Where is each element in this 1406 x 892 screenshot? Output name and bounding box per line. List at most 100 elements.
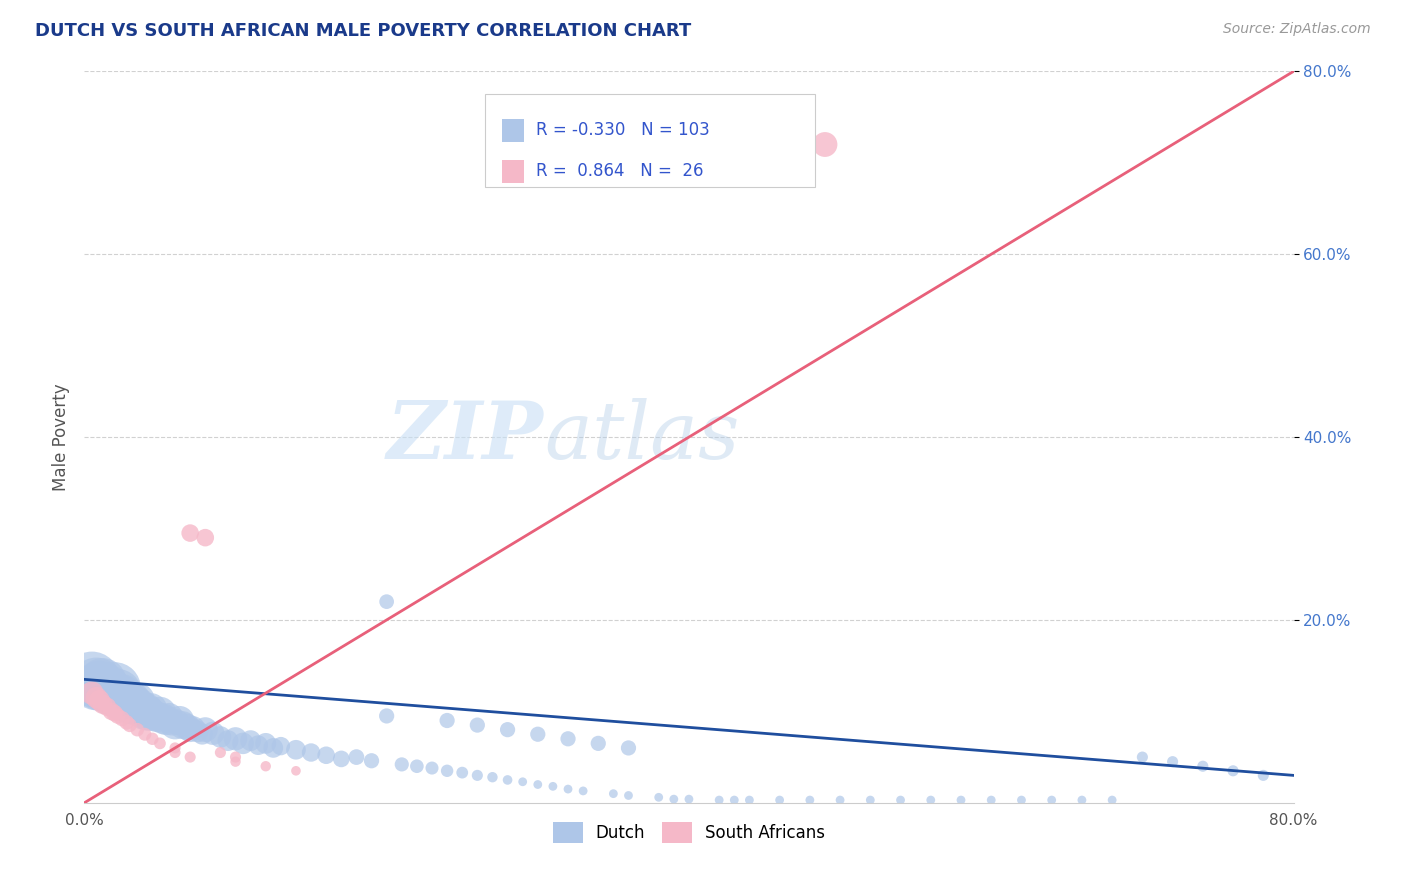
Point (131, 701, 153, 715)
Point (890, 793, 912, 807)
Point (89, 693, 111, 707)
Point (194, 531, 217, 545)
Point (80, 686, 103, 700)
Point (157, 710, 180, 724)
Point (225, 750, 247, 764)
Point (179, 526, 201, 541)
Point (1130, 750, 1153, 764)
Point (194, 723, 217, 737)
Point (247, 738, 270, 752)
Point (115, 715, 138, 730)
Point (1161, 755, 1184, 769)
Point (101, 688, 124, 702)
Point (165, 746, 187, 760)
Point (104, 706, 127, 721)
Point (239, 733, 262, 747)
Point (86, 677, 108, 691)
Point (209, 730, 232, 744)
Point (678, 792, 700, 806)
Point (496, 723, 519, 737)
Point (980, 793, 1002, 807)
Point (96, 699, 118, 714)
Point (179, 750, 201, 764)
Point (89, 679, 111, 693)
Point (1040, 793, 1063, 807)
Point (572, 784, 595, 798)
Point (648, 790, 671, 805)
Text: R =  0.864   N =  26: R = 0.864 N = 26 (536, 162, 703, 180)
Point (118, 695, 141, 709)
Point (127, 723, 149, 737)
Point (420, 761, 443, 775)
Point (527, 727, 550, 741)
Point (128, 698, 150, 712)
Point (467, 768, 489, 782)
Point (262, 740, 284, 755)
Legend: Dutch, South Africans: Dutch, South Africans (546, 815, 832, 849)
Point (709, 793, 731, 807)
Point (1253, 768, 1275, 782)
Point (285, 764, 308, 778)
Point (97, 686, 120, 700)
Point (225, 755, 247, 769)
Point (134, 727, 156, 741)
Point (588, 736, 610, 750)
Point (187, 724, 209, 739)
Point (799, 793, 821, 807)
Point (118, 718, 141, 732)
Point (169, 714, 191, 728)
Point (436, 764, 458, 778)
Text: Source: ZipAtlas.com: Source: ZipAtlas.com (1223, 22, 1371, 37)
Point (738, 793, 761, 807)
Point (181, 721, 204, 735)
Point (127, 693, 149, 707)
Point (346, 750, 368, 764)
Point (172, 718, 194, 732)
Point (149, 706, 172, 721)
Point (107, 686, 129, 700)
Point (115, 691, 138, 706)
Point (662, 792, 685, 806)
Point (330, 752, 353, 766)
Point (125, 699, 148, 714)
Point (93, 681, 115, 696)
Point (160, 715, 183, 730)
Point (112, 693, 135, 707)
Point (80, 673, 103, 687)
Text: R = -0.330   N = 103: R = -0.330 N = 103 (536, 121, 710, 139)
Point (270, 739, 292, 753)
Point (121, 697, 143, 711)
Point (512, 774, 534, 789)
Point (149, 736, 172, 750)
Point (139, 702, 162, 716)
Point (920, 793, 942, 807)
Point (315, 748, 337, 763)
Point (165, 740, 187, 755)
Point (100, 705, 122, 719)
Point (617, 789, 640, 803)
Point (1101, 793, 1123, 807)
Y-axis label: Male Poverty: Male Poverty (52, 384, 70, 491)
Point (176, 720, 198, 734)
Point (96, 680, 118, 694)
Point (141, 708, 163, 723)
Point (225, 731, 247, 746)
Text: atlas: atlas (544, 399, 740, 475)
Point (830, 793, 852, 807)
Point (541, 780, 564, 794)
Point (165, 717, 187, 731)
Point (100, 684, 122, 698)
Point (950, 793, 973, 807)
Point (91, 675, 114, 690)
Point (146, 710, 169, 724)
Point (134, 705, 156, 719)
Point (602, 787, 624, 801)
Point (111, 688, 134, 702)
Point (1192, 759, 1215, 773)
Point (375, 594, 398, 608)
Text: DUTCH VS SOUTH AFRICAN MALE POVERTY CORRELATION CHART: DUTCH VS SOUTH AFRICAN MALE POVERTY CORR… (35, 22, 692, 40)
Point (406, 759, 429, 773)
Point (723, 793, 745, 807)
Point (467, 718, 489, 732)
Point (496, 772, 519, 787)
